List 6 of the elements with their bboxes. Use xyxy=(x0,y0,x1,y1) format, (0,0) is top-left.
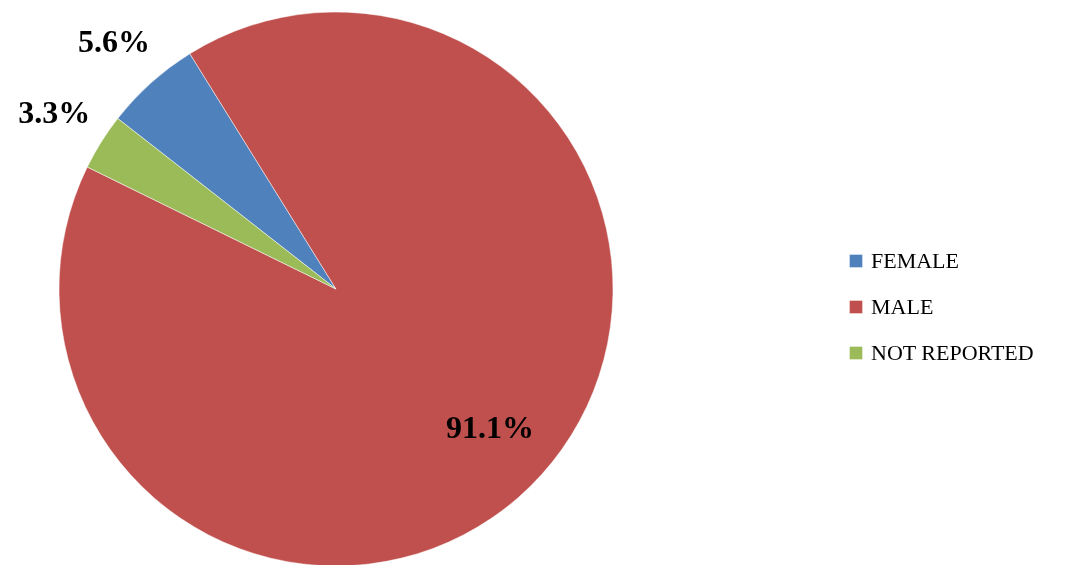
data-label: 5.6% xyxy=(77,22,150,59)
data-label: 91.1% xyxy=(446,409,535,446)
legend-label: MALE xyxy=(871,294,934,319)
legend-label: FEMALE xyxy=(871,248,959,273)
legend-label: NOT REPORTED xyxy=(871,340,1034,365)
data-label: 3.3% xyxy=(18,93,91,130)
